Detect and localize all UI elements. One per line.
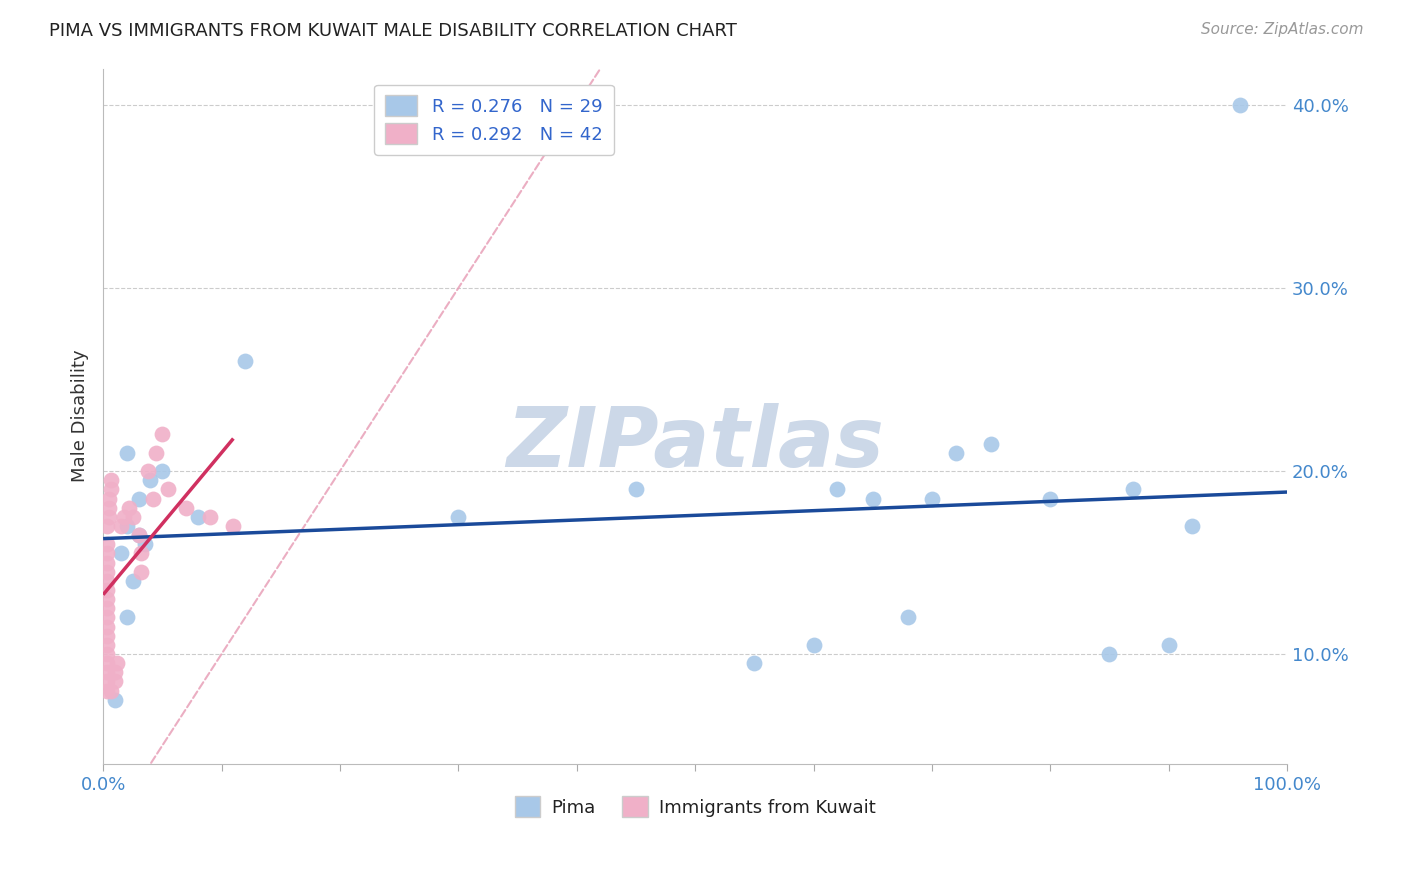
Point [447, 509, 470, 524]
Point [98, 509, 121, 524]
Point [100, 483, 122, 497]
Point [150, 464, 173, 478]
Point [980, 436, 1002, 450]
Point [129, 546, 152, 560]
Point [862, 491, 884, 506]
Point [118, 500, 141, 515]
Point [105, 656, 128, 670]
Y-axis label: Male Disability: Male Disability [72, 350, 89, 483]
Point [945, 446, 967, 460]
Point [198, 509, 221, 524]
Point [897, 610, 920, 624]
Point [1157, 638, 1180, 652]
Point [96, 647, 118, 661]
Point [104, 665, 127, 680]
Point [803, 638, 825, 652]
Point [96, 537, 118, 551]
Point [1039, 491, 1062, 506]
Point [128, 528, 150, 542]
Point [115, 446, 138, 460]
Point [128, 491, 150, 506]
Point [121, 574, 143, 588]
Point [96, 592, 118, 607]
Point [128, 528, 150, 542]
Point [233, 354, 256, 368]
Point [115, 519, 138, 533]
Point [100, 473, 122, 487]
Point [96, 656, 118, 670]
Point [150, 427, 173, 442]
Point [96, 582, 118, 597]
Text: PIMA VS IMMIGRANTS FROM KUWAIT MALE DISABILITY CORRELATION CHART: PIMA VS IMMIGRANTS FROM KUWAIT MALE DISA… [49, 22, 737, 40]
Point [98, 491, 121, 506]
Point [96, 556, 118, 570]
Legend: Pima, Immigrants from Kuwait: Pima, Immigrants from Kuwait [508, 789, 883, 824]
Point [104, 674, 127, 689]
Point [96, 683, 118, 698]
Point [98, 500, 121, 515]
Point [145, 446, 167, 460]
Point [96, 601, 118, 615]
Point [100, 683, 122, 698]
Point [96, 619, 118, 633]
Point [115, 610, 138, 624]
Point [96, 610, 118, 624]
Point [742, 656, 765, 670]
Point [96, 574, 118, 588]
Point [96, 519, 118, 533]
Point [136, 464, 159, 478]
Point [1098, 647, 1121, 661]
Point [624, 483, 647, 497]
Text: Source: ZipAtlas.com: Source: ZipAtlas.com [1201, 22, 1364, 37]
Point [114, 509, 136, 524]
Point [129, 565, 152, 579]
Point [96, 638, 118, 652]
Point [142, 491, 165, 506]
Point [139, 473, 162, 487]
Point [174, 500, 197, 515]
Point [96, 629, 118, 643]
Point [121, 509, 143, 524]
Point [134, 537, 156, 551]
Point [825, 483, 848, 497]
Point [187, 509, 209, 524]
Text: ZIPatlas: ZIPatlas [506, 403, 884, 484]
Point [96, 565, 118, 579]
Point [110, 546, 132, 560]
Point [96, 546, 118, 560]
Point [1122, 483, 1144, 497]
Point [96, 665, 118, 680]
Point [104, 693, 127, 707]
Point [1181, 519, 1204, 533]
Point [1229, 98, 1251, 112]
Point [921, 491, 943, 506]
Point [96, 674, 118, 689]
Point [110, 519, 132, 533]
Point [222, 519, 245, 533]
Point [157, 483, 180, 497]
